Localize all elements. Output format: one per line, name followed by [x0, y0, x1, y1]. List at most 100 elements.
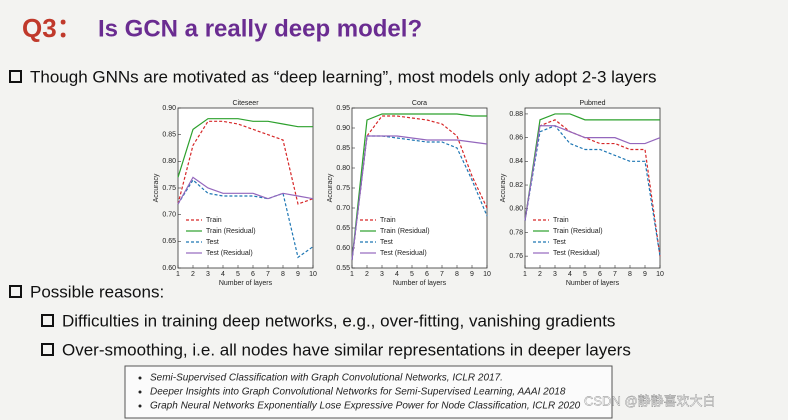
y-tick-label: 0.78	[509, 229, 523, 236]
legend-label: Train (Residual)	[206, 228, 256, 235]
y-tick-label: 0.60	[162, 265, 176, 272]
legend-label: Test (Residual)	[380, 250, 427, 257]
series-line	[177, 179, 314, 259]
reference-box	[124, 365, 613, 419]
x-axis-label: Number of layers	[393, 280, 447, 287]
legend-label: Test	[206, 239, 219, 246]
series-line	[524, 119, 661, 257]
y-tick-label: 0.80	[162, 158, 176, 165]
bullet-box	[9, 70, 22, 83]
bullet: Possible reasons:	[30, 282, 164, 301]
y-tick-label: 0.85	[162, 132, 176, 139]
x-tick-label: 7	[613, 271, 617, 278]
y-tick-label: 0.70	[162, 212, 176, 219]
series-line	[177, 176, 314, 205]
watermark: CSDN @静静喜欢大白	[584, 393, 716, 408]
bullet-box	[9, 285, 22, 298]
y-tick-label: 0.75	[162, 185, 176, 192]
x-tick-label: 5	[410, 271, 414, 278]
x-tick-label: 1	[176, 271, 180, 278]
x-tick-label: 10	[656, 271, 664, 278]
legend-label: Test	[553, 239, 566, 246]
plot-area	[177, 107, 314, 269]
bullet-box	[41, 343, 54, 356]
x-tick-label: 7	[440, 271, 444, 278]
ref-dot	[138, 404, 142, 408]
series-line	[351, 135, 488, 261]
x-tick-label: 1	[523, 271, 527, 278]
y-tick-label: 0.75	[336, 185, 350, 192]
x-tick-label: 1	[350, 271, 354, 278]
y-tick-label: 0.76	[509, 253, 523, 260]
x-axis-label: Number of layers	[219, 280, 273, 287]
series-line	[524, 125, 661, 221]
ref-dot	[138, 390, 142, 394]
x-tick-label: 3	[206, 271, 210, 278]
y-tick-label: 0.80	[509, 206, 523, 213]
y-axis-label: Accuracy	[153, 173, 160, 202]
title: Is GCN a really deep model?	[98, 15, 422, 42]
y-axis-label: Accuracy	[327, 173, 334, 202]
legend-label: Train (Residual)	[380, 228, 430, 235]
legend-label: Train (Residual)	[553, 228, 603, 235]
y-tick-label: 0.65	[162, 238, 176, 245]
y-axis-label: Accuracy	[500, 173, 507, 202]
y-tick-label: 0.55	[336, 265, 350, 272]
x-tick-label: 4	[221, 271, 225, 278]
title-prefix: Q3：	[22, 13, 83, 43]
y-tick-label: 0.90	[336, 125, 350, 132]
y-tick-label: 0.65	[336, 225, 350, 232]
y-tick-label: 0.82	[509, 182, 523, 189]
plot-area	[351, 107, 488, 269]
plot-area	[524, 107, 661, 269]
y-tick-label: 0.86	[509, 134, 523, 141]
x-tick-label: 2	[538, 271, 542, 278]
legend-label: Test (Residual)	[553, 250, 600, 257]
x-tick-label: 5	[583, 271, 587, 278]
x-tick-label: 2	[191, 271, 195, 278]
chart-title: Pubmed	[579, 100, 605, 107]
x-tick-label: 9	[296, 271, 300, 278]
x-tick-label: 10	[309, 271, 317, 278]
chart-title: Cora	[412, 100, 427, 107]
y-tick-label: 0.85	[336, 145, 350, 152]
x-tick-label: 9	[470, 271, 474, 278]
sub-bullet: Over-smoothing, i.e. all nodes have simi…	[62, 340, 631, 359]
x-tick-label: 9	[643, 271, 647, 278]
series-line	[177, 118, 313, 178]
series-line	[351, 113, 487, 261]
x-tick-label: 10	[483, 271, 491, 278]
x-tick-label: 6	[425, 271, 429, 278]
x-tick-label: 8	[628, 271, 632, 278]
x-axis-label: Number of layers	[566, 280, 620, 287]
legend-label: Test (Residual)	[206, 250, 253, 257]
x-tick-label: 4	[568, 271, 572, 278]
series-line	[524, 125, 661, 257]
x-tick-label: 4	[395, 271, 399, 278]
series-line	[524, 113, 660, 221]
y-tick-label: 0.70	[336, 205, 350, 212]
ref-dot	[138, 376, 142, 380]
x-tick-label: 6	[598, 271, 602, 278]
x-tick-label: 3	[553, 271, 557, 278]
legend-label: Train	[206, 217, 222, 224]
y-tick-label: 0.60	[336, 245, 350, 252]
y-tick-label: 0.95	[336, 105, 350, 112]
legend-label: Train	[553, 217, 569, 224]
y-tick-label: 0.84	[509, 158, 523, 165]
x-tick-label: 6	[251, 271, 255, 278]
chart-title: Citeseer	[232, 100, 259, 107]
x-tick-label: 2	[365, 271, 369, 278]
y-tick-label: 0.80	[336, 165, 350, 172]
x-tick-label: 5	[236, 271, 240, 278]
bullet: Though GNNs are motivated as “deep learn…	[30, 67, 656, 86]
series-line	[351, 115, 488, 261]
x-tick-label: 8	[455, 271, 459, 278]
y-tick-label: 0.90	[162, 105, 176, 112]
x-tick-label: 8	[281, 271, 285, 278]
legend-label: Test	[380, 239, 393, 246]
bullet-box	[41, 314, 54, 327]
y-tick-label: 0.88	[509, 111, 523, 118]
x-tick-label: 7	[266, 271, 270, 278]
